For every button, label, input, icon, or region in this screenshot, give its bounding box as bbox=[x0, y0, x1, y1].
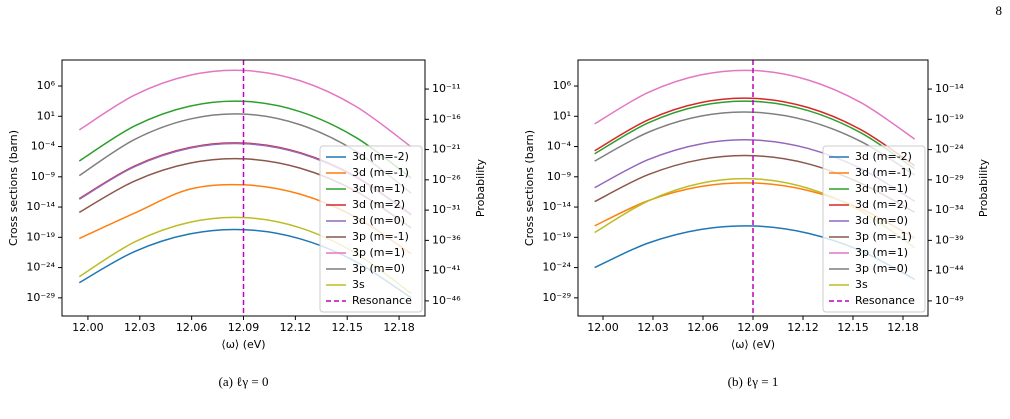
y-tick-label: 10⁻²⁹ bbox=[26, 291, 55, 304]
legend-label: Resonance bbox=[352, 294, 412, 307]
y2-tick-label: 10⁻¹⁴ bbox=[935, 82, 964, 95]
y2-tick-label: 10⁻⁴⁶ bbox=[432, 294, 461, 307]
series-line bbox=[594, 100, 916, 170]
legend-label: 3d (m=-2) bbox=[855, 150, 912, 163]
legend-label: 3d (m=0) bbox=[352, 214, 405, 227]
x-tick-label: 12.03 bbox=[124, 321, 156, 334]
x-tick-label: 12.00 bbox=[587, 321, 619, 334]
series-line bbox=[78, 100, 412, 179]
y2-tick-label: 10⁻⁴¹ bbox=[432, 264, 461, 277]
legend-label: 3p (m=1) bbox=[352, 246, 405, 259]
legend-label: 3d (m=2) bbox=[352, 198, 405, 211]
x-tick-label: 12.12 bbox=[787, 321, 819, 334]
legend-label: 3p (m=-1) bbox=[352, 230, 409, 243]
legend-label: 3d (m=1) bbox=[855, 182, 908, 195]
y2-axis-label: Probability bbox=[474, 158, 487, 217]
series-line bbox=[78, 69, 412, 148]
y2-tick-label: 10⁻³⁴ bbox=[935, 203, 964, 216]
x-tick-label: 12.15 bbox=[837, 321, 869, 334]
y-tick-label: 10⁻¹⁴ bbox=[26, 200, 55, 213]
y-axis-label: Cross sections (barn) bbox=[7, 130, 20, 246]
y-tick-label: 10⁻²⁴ bbox=[542, 261, 571, 274]
legend-box bbox=[319, 145, 423, 313]
page-number: 8 bbox=[996, 3, 1003, 18]
y2-tick-label: 10⁻²¹ bbox=[432, 143, 461, 156]
y2-tick-label: 10⁻²⁶ bbox=[432, 173, 461, 186]
x-axis-label: ⟨ω⟩ (eV) bbox=[221, 338, 265, 351]
legend-label: 3d (m=-2) bbox=[352, 150, 409, 163]
y-axis-label: Cross sections (barn) bbox=[523, 130, 536, 246]
y-tick-label: 10⁻⁹ bbox=[31, 170, 55, 183]
legend-label: 3d (m=1) bbox=[352, 182, 405, 195]
y-tick-label: 10⁻²⁹ bbox=[542, 291, 571, 304]
x-tick-label: 12.06 bbox=[687, 321, 719, 334]
legend-label: 3p (m=-1) bbox=[855, 230, 912, 243]
y2-tick-label: 10⁻²⁹ bbox=[935, 173, 964, 186]
x-tick-label: 12.18 bbox=[887, 321, 919, 334]
y2-tick-label: 10⁻¹⁶ bbox=[432, 112, 461, 125]
y-tick-label: 10⁻²⁴ bbox=[26, 261, 55, 274]
y-tick-label: 10⁶ bbox=[553, 79, 572, 92]
y-tick-label: 10¹ bbox=[37, 109, 55, 122]
series-line bbox=[594, 69, 916, 140]
y-tick-label: 10⁻¹⁹ bbox=[542, 230, 571, 243]
legend-label: 3s bbox=[855, 278, 868, 291]
y-tick-label: 10⁻⁹ bbox=[547, 170, 571, 183]
legend-label: 3p (m=1) bbox=[855, 246, 908, 259]
legend-label: 3p (m=0) bbox=[352, 262, 405, 275]
y2-tick-label: 10⁻³⁹ bbox=[935, 233, 964, 246]
x-tick-label: 12.15 bbox=[331, 321, 363, 334]
plot-frame bbox=[61, 59, 426, 317]
x-tick-label: 12.18 bbox=[383, 321, 415, 334]
legend-label: 3d (m=-1) bbox=[855, 166, 912, 179]
y2-tick-label: 10⁻³⁶ bbox=[432, 233, 461, 246]
y2-tick-label: 10⁻¹⁹ bbox=[935, 112, 964, 125]
series-line bbox=[594, 97, 916, 167]
x-tick-label: 12.06 bbox=[176, 321, 208, 334]
caption: (a) ℓγ = 0 bbox=[219, 374, 269, 389]
y2-tick-label: 10⁻⁴⁹ bbox=[935, 294, 964, 307]
y2-tick-label: 10⁻¹¹ bbox=[432, 82, 461, 95]
legend-label: 3s bbox=[352, 278, 365, 291]
legend-box bbox=[822, 145, 926, 313]
legend-label: 3d (m=2) bbox=[855, 198, 908, 211]
x-tick-label: 12.03 bbox=[637, 321, 669, 334]
x-tick-label: 12.09 bbox=[228, 321, 260, 334]
y2-tick-label: 10⁻³¹ bbox=[432, 203, 461, 216]
x-tick-label: 12.12 bbox=[280, 321, 312, 334]
y2-axis-label: Probability bbox=[977, 158, 990, 217]
chart: 10⁶ 10¹ 10⁻⁴ 10⁻⁹ 10⁻¹⁴ 10⁻¹⁹ 10⁻²⁴ 10⁻²⁹ 10⁻¹⁴ 1… bbox=[523, 59, 990, 389]
y-tick-label: 10¹ bbox=[553, 109, 571, 122]
y2-tick-label: 10⁻⁴⁴ bbox=[935, 264, 964, 277]
x-tick-label: 12.00 bbox=[72, 321, 104, 334]
caption: (b) ℓγ = 1 bbox=[728, 374, 779, 389]
y-tick-label: 10⁻⁴ bbox=[547, 140, 572, 153]
legend-label: Resonance bbox=[855, 294, 915, 307]
y-tick-label: 10⁻¹⁴ bbox=[542, 200, 571, 213]
plot-frame bbox=[577, 59, 929, 317]
legend-label: 3d (m=-1) bbox=[352, 166, 409, 179]
y-tick-label: 10⁶ bbox=[37, 79, 56, 92]
chart: 10⁶ 10¹ 10⁻⁴ 10⁻⁹ 10⁻¹⁴ 10⁻¹⁹ 10⁻²⁴ 10⁻²⁹ 10⁻¹¹ 1… bbox=[7, 59, 487, 389]
x-axis-label: ⟨ω⟩ (eV) bbox=[731, 338, 775, 351]
series-line bbox=[594, 111, 916, 176]
legend-label: 3d (m=0) bbox=[855, 214, 908, 227]
y-tick-label: 10⁻¹⁹ bbox=[26, 230, 55, 243]
legend-label: 3p (m=0) bbox=[855, 262, 908, 275]
x-tick-label: 12.09 bbox=[737, 321, 769, 334]
y-tick-label: 10⁻⁴ bbox=[31, 140, 56, 153]
y2-tick-label: 10⁻²⁴ bbox=[935, 143, 964, 156]
